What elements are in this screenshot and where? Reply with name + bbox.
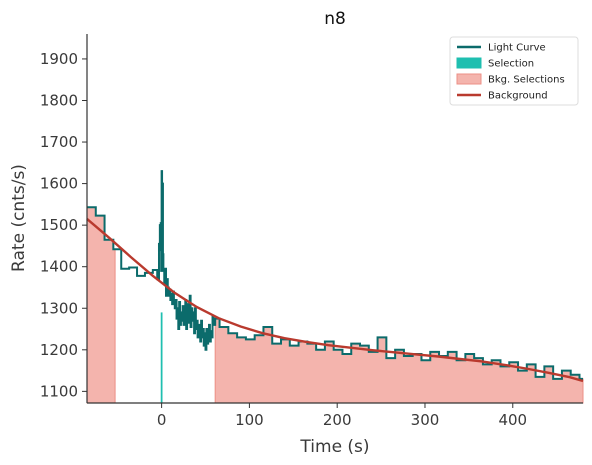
axes — [86, 34, 583, 404]
y-tick-label: 1600 — [40, 175, 78, 193]
y-tick-label: 1300 — [40, 299, 78, 317]
selection-band — [160, 312, 163, 403]
legend-swatch-patch — [456, 73, 482, 85]
background-model-line — [86, 217, 584, 383]
y-axis-label: Rate (cnts/s) — [9, 164, 29, 272]
y-tick-label: 1400 — [40, 258, 78, 276]
y-tick-label: 1700 — [40, 133, 78, 151]
x-tick-label: 300 — [411, 411, 440, 429]
chart-title: n8 — [324, 9, 346, 29]
y-ticks: 1100 1200 1300 1400 1500 1600 1700 1800 1900 — [40, 50, 87, 400]
y-tick-label: 1900 — [40, 50, 78, 68]
bkg-selection-1 — [214, 318, 584, 404]
legend-box — [449, 36, 579, 106]
x-ticks: 0 100 200 300 400 — [157, 403, 527, 429]
x-tick-label: 0 — [157, 411, 167, 429]
legend-label: Bkg. Selections — [488, 75, 565, 86]
legend-label: Selection — [488, 59, 534, 70]
legend: Light Curve Selection Bkg. Selections Backg… — [449, 36, 579, 106]
legend-label: Background — [488, 91, 548, 102]
y-tick-label: 1200 — [40, 341, 78, 359]
legend-label: Light Curve — [488, 43, 546, 54]
source-selection — [160, 312, 163, 403]
y-tick-label: 1800 — [40, 91, 78, 109]
x-tick-label: 100 — [235, 411, 264, 429]
x-tick-label: 200 — [323, 411, 352, 429]
light-curve-line — [87, 170, 583, 380]
x-axis-label: Time (s) — [299, 437, 369, 457]
y-tick-label: 1500 — [40, 216, 78, 234]
x-tick-label: 400 — [498, 411, 527, 429]
y-tick-label: 1100 — [40, 382, 78, 400]
bkg-selection-0 — [86, 206, 116, 404]
light-curve-series — [87, 170, 583, 380]
legend-swatch-patch — [456, 57, 482, 69]
background-model-series — [86, 217, 584, 383]
